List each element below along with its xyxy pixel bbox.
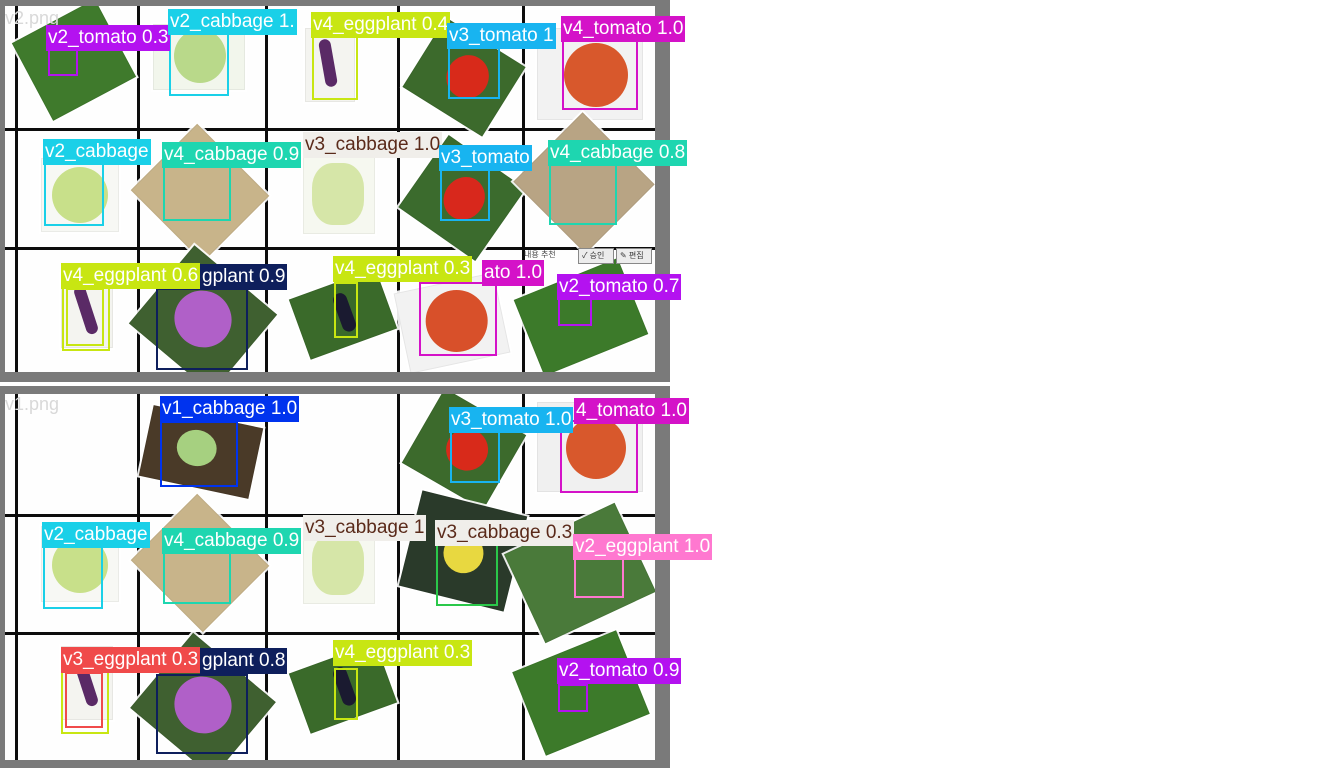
detection-box (549, 163, 617, 225)
detection-panel-v2: 내용 추천 ✓ 승인 ✎ 편집 v2.png v2_tomato 0.3 v2_… (0, 0, 688, 382)
detection-box (558, 684, 588, 712)
detection-label: v4_cabbage 0.9 (162, 528, 302, 554)
detection-box (44, 162, 104, 226)
image-filename: v1.png (5, 394, 60, 414)
detection-box (562, 38, 638, 110)
detection-box (65, 672, 103, 728)
detection-box (160, 421, 238, 487)
detection-box (163, 546, 231, 604)
grid-line (5, 247, 655, 250)
detection-label: v3_tomato (439, 145, 532, 171)
detection-label: v3_tomato 1 (447, 23, 556, 49)
cabbage-photo (41, 158, 119, 232)
overlay-toolbar-text: 내용 추천 (524, 250, 556, 259)
detection-label: 4_tomato 1.0 (574, 398, 689, 424)
edit-button[interactable]: ✎ 편집 (616, 248, 652, 264)
grid-line (5, 128, 655, 131)
approve-button[interactable]: ✓ 승인 (578, 248, 614, 264)
detection-label: v4_cabbage 0.9 (162, 142, 302, 168)
detection-label: v3_cabbage 0.3 (435, 520, 575, 546)
detection-label: v2_cabbage (42, 522, 150, 548)
grid-line (15, 394, 18, 760)
detection-box (334, 282, 358, 338)
detection-label: v2_cabbage 1. (168, 9, 297, 35)
detection-box (43, 546, 103, 609)
detection-box (440, 165, 490, 221)
detection-box (448, 45, 500, 99)
detection-label: v4_tomato 1.0 (561, 16, 686, 42)
detection-box (48, 48, 78, 76)
detection-label: v3_cabbage 1.0 (303, 132, 443, 158)
cabbage-photo (303, 156, 375, 234)
detection-panel-v1: v1.png v1_cabbage 1.0 v3_tomato 1.0 4_to… (0, 386, 713, 768)
detection-label: ato 1.0 (482, 260, 545, 286)
detection-label: v2_eggplant 1.0 (573, 534, 713, 560)
detection-label: v4_eggplant 0.6 (61, 263, 201, 289)
detection-box (312, 36, 358, 100)
detection-box (66, 288, 104, 346)
detection-box (156, 288, 248, 370)
image-filename: v2.png (5, 8, 60, 28)
detection-box (558, 298, 592, 326)
detection-label: v3_eggplant 0.3 (61, 647, 201, 673)
detection-box (450, 429, 500, 483)
detection-label: v4_eggplant 0.3 (333, 256, 473, 282)
detection-label: gplant 0.9 (200, 264, 288, 290)
detection-box (163, 165, 231, 221)
detection-box (156, 674, 248, 754)
detection-label: v2_cabbage (43, 139, 151, 165)
detection-label: v3_cabbage 1 (303, 515, 427, 541)
detection-box (574, 558, 624, 598)
detection-box (334, 668, 358, 720)
detection-label: v2_tomato 0.3 (46, 25, 171, 51)
grid-line (265, 6, 268, 372)
detection-label: v2_tomato 0.7 (557, 274, 682, 300)
grid-line (397, 394, 400, 760)
detection-label: v4_cabbage 0.8 (548, 140, 688, 166)
detection-label: gplant 0.8 (200, 648, 288, 674)
detection-box (436, 542, 498, 606)
detection-label: v1_cabbage 1.0 (160, 396, 300, 422)
grid-line (15, 6, 18, 372)
detection-label: v2_tomato 0.9 (557, 658, 682, 684)
detection-label: v3_tomato 1.0 (449, 407, 574, 433)
grid-line (397, 6, 400, 372)
image-board: 내용 추천 ✓ 승인 ✎ 편집 (5, 6, 655, 372)
detection-label: v4_eggplant 0.3 (333, 640, 473, 666)
tomato-photo (537, 28, 643, 120)
detection-label: v4_eggplant 0.4 (311, 12, 451, 38)
detection-box (419, 282, 497, 356)
grid-line (5, 632, 655, 635)
grid-line (137, 394, 140, 760)
grid-line (265, 394, 268, 760)
detection-box (169, 32, 229, 96)
